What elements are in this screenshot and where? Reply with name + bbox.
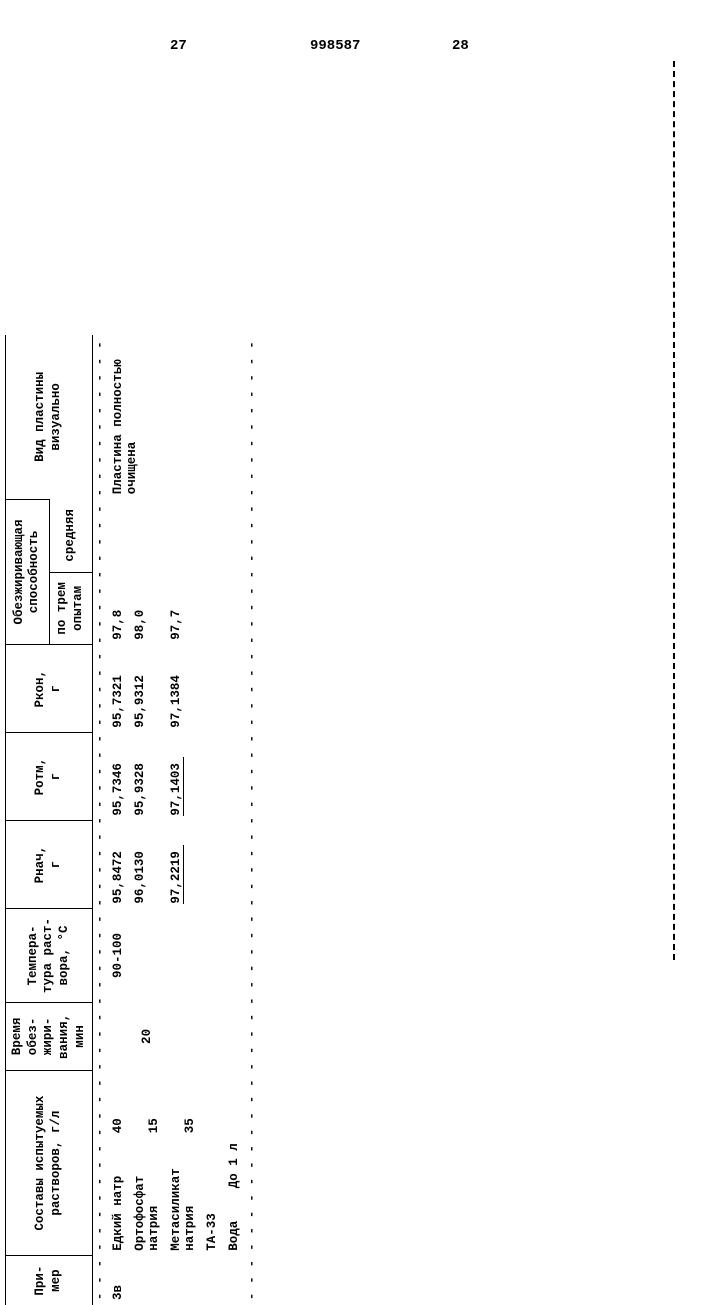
cell-time: 20 bbox=[129, 1002, 165, 1070]
cell-potm-1: 95,7346 bbox=[107, 733, 129, 821]
table-container: Продолжение табл. 3 При- мер Составы исп… bbox=[0, 335, 545, 1305]
cell-pkon-2: 95,9312 bbox=[129, 645, 165, 733]
col-p-nach: Рнач, г bbox=[6, 821, 93, 909]
col-p-otm: Ротм, г bbox=[6, 733, 93, 821]
col-time: Время обез- жири- вания, мин bbox=[6, 1002, 93, 1070]
cell-ingredient-5: Вода До 1 л bbox=[223, 1070, 245, 1255]
cell-abil-3: 97,7 bbox=[165, 572, 201, 645]
cell-ingredient-3: Метасиликат натрия 35 bbox=[165, 1070, 201, 1255]
cell-pnach-2: 96,0130 bbox=[129, 821, 165, 909]
cell-pkon-3: 97,1384 bbox=[165, 645, 201, 733]
cell-ingredient-1: Едкий натр 40 bbox=[107, 1070, 129, 1255]
table-row: 3в Едкий натр 40 90-100 95,8472 95,7346 … bbox=[107, 335, 129, 1305]
col-composition: Составы испытуемых растворов, г/л bbox=[6, 1070, 93, 1255]
cell-example: 3в bbox=[107, 1256, 129, 1305]
cell-abil-1: 97,8 bbox=[107, 572, 129, 645]
table-body: - - - - - - - - - - - - - - - - - - - - … bbox=[93, 335, 260, 1305]
col-visual: Вид пластины визуально bbox=[6, 335, 93, 499]
col-example: При- мер bbox=[6, 1256, 93, 1305]
cell-potm-3: 97,1403 bbox=[169, 757, 184, 816]
col-p-kon: Ркон, г bbox=[6, 645, 93, 733]
table-header: При- мер Составы испытуемых растворов, г… bbox=[6, 335, 93, 1305]
page-frame-right bbox=[673, 61, 675, 960]
col-temperature: Темпера- тура раст- вора, °С bbox=[6, 909, 93, 1003]
cell-pkon-1: 95,7321 bbox=[107, 645, 129, 733]
page-number-left: 27 bbox=[170, 38, 187, 54]
col-ability-3exp: по трем опытам bbox=[49, 572, 93, 645]
table-row: ТА-33 bbox=[201, 335, 223, 1305]
cell-pnach-1: 95,8472 bbox=[107, 821, 129, 909]
document-number: 998587 bbox=[310, 38, 360, 54]
cell-temp: 90-100 bbox=[107, 909, 129, 1003]
cell-abil-2: 98,0 bbox=[129, 572, 165, 645]
col-ability-avg: средняя bbox=[49, 499, 93, 572]
dash-separator-bottom: - - - - - - - - - - - - - - - - - - - - … bbox=[245, 335, 259, 1305]
data-table: При- мер Составы испытуемых растворов, г… bbox=[5, 335, 259, 1305]
cell-potm-2: 95,9328 bbox=[129, 733, 165, 821]
dash-separator-top: - - - - - - - - - - - - - - - - - - - - … bbox=[93, 335, 108, 1305]
cell-pnach-3: 97,2219 bbox=[169, 845, 184, 904]
table-caption: Продолжение табл. 3 bbox=[0, 335, 1, 1305]
cell-ingredient-2: Ортофосфат натрия 15 bbox=[129, 1070, 165, 1255]
col-ability: Обезжиривающая способность bbox=[6, 499, 50, 644]
page-number-right: 28 bbox=[452, 38, 469, 54]
cell-visual: Пластина полностью очищена bbox=[107, 335, 201, 499]
cell-ingredient-4: ТА-33 bbox=[201, 1070, 223, 1255]
table-row: Вода До 1 л bbox=[223, 335, 245, 1305]
